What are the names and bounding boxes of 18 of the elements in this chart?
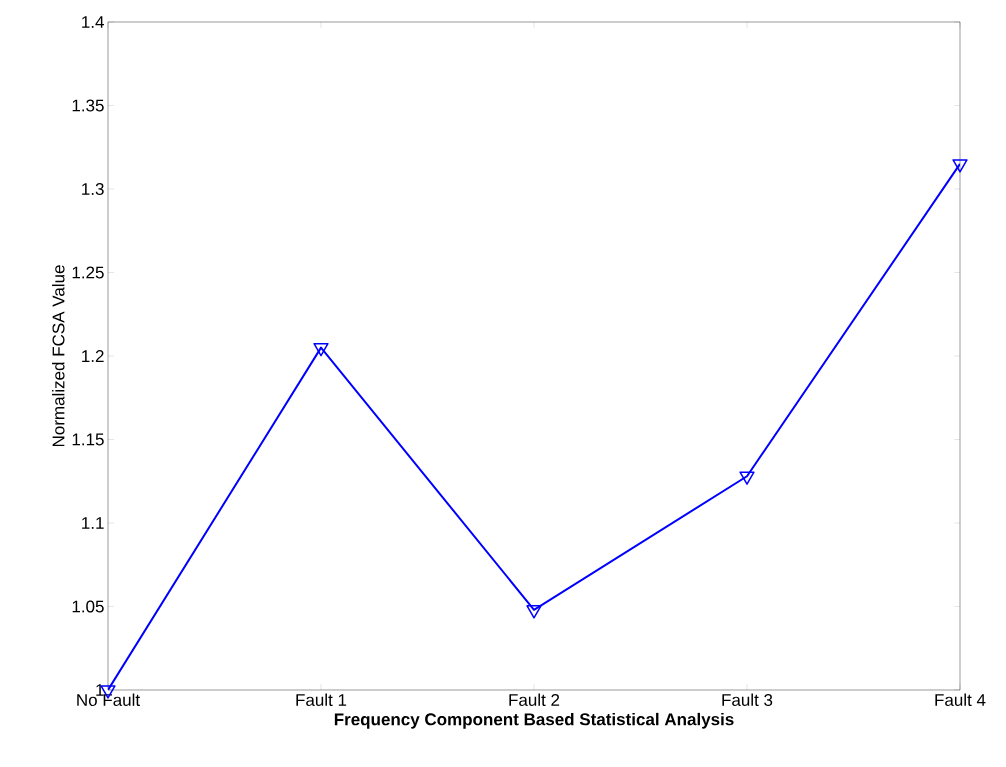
y-tick-label: 1.25 [72, 266, 104, 279]
x-tick-label: Fault 3 [722, 693, 773, 707]
x-tick-label: Fault 2 [509, 693, 560, 707]
y-tick-label: 1.35 [72, 99, 104, 112]
y-axis-title: Normalized FCSA Value [52, 265, 65, 447]
y-tick-label: 1.2 [82, 350, 104, 362]
point [313, 342, 329, 357]
y-tick-label: 1.4 [82, 16, 104, 28]
y-tick-label: 1.05 [72, 600, 104, 613]
point [739, 471, 755, 485]
x-tick-label: Fault 4 [935, 693, 986, 707]
y-tick-label: 1.1 [82, 517, 104, 529]
point [526, 605, 542, 619]
x-tick-label: Fault 1 [296, 693, 347, 707]
x-axis-title: Frequency Component Based Statistical Analysis [334, 712, 734, 729]
y-tick-label: 1.15 [72, 433, 104, 446]
point [952, 159, 968, 173]
y-tick-label: 1.3 [82, 182, 104, 196]
